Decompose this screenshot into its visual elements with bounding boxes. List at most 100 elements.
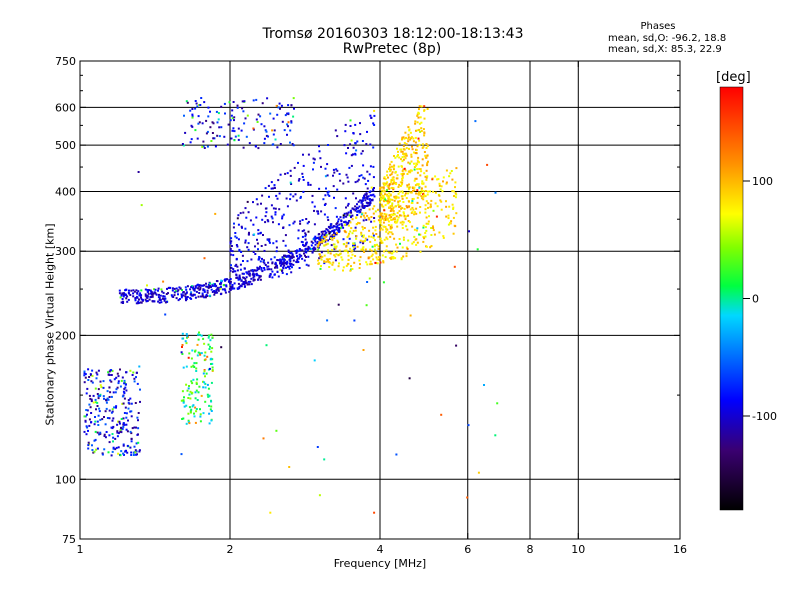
echo-point xyxy=(402,136,405,139)
echo-point xyxy=(124,383,127,386)
echo-point xyxy=(186,101,189,104)
echo-point xyxy=(351,218,354,221)
echo-point xyxy=(238,274,241,277)
echo-point xyxy=(439,188,442,191)
echo-point xyxy=(381,194,384,197)
echo-point xyxy=(121,427,124,430)
echo-point xyxy=(211,366,214,369)
echo-point xyxy=(393,199,396,202)
echo-point xyxy=(328,194,331,197)
echo-point xyxy=(104,410,107,413)
echo-point xyxy=(90,374,92,377)
echo-point xyxy=(424,156,427,159)
echo-point xyxy=(325,234,328,237)
echo-point xyxy=(296,249,298,252)
echo-point xyxy=(192,288,195,291)
echo-point xyxy=(205,285,208,288)
echo-point xyxy=(354,247,357,250)
echo-point xyxy=(355,197,357,200)
echo-point xyxy=(360,233,363,236)
echo-point xyxy=(450,170,453,172)
echo-point xyxy=(117,452,120,455)
echo-point xyxy=(87,444,90,447)
echo-point xyxy=(127,407,130,410)
echo-point xyxy=(281,120,284,123)
echo-point xyxy=(232,127,235,130)
echo-point xyxy=(123,453,125,456)
echo-point xyxy=(257,229,260,232)
echo-point xyxy=(282,262,285,265)
echo-point xyxy=(98,410,101,413)
echo-point xyxy=(205,294,208,296)
echo-point xyxy=(345,152,348,155)
echo-point xyxy=(120,379,123,382)
echo-point xyxy=(383,176,386,179)
echo-point xyxy=(190,124,193,127)
echo-point xyxy=(351,207,354,210)
echo-point xyxy=(358,175,361,178)
echo-point xyxy=(134,402,137,404)
echo-point xyxy=(350,268,352,271)
echo-point xyxy=(316,446,319,448)
echo-point xyxy=(220,346,223,349)
echo-point xyxy=(210,405,213,408)
echo-point xyxy=(333,230,335,233)
echo-point xyxy=(402,153,405,155)
echo-point xyxy=(365,304,368,307)
echo-point xyxy=(405,205,408,207)
echo-point xyxy=(110,411,113,414)
echo-point xyxy=(181,390,184,393)
echo-point xyxy=(326,319,329,322)
echo-point xyxy=(140,289,143,292)
echo-point xyxy=(135,450,138,453)
echo-point xyxy=(347,242,350,245)
echo-point xyxy=(118,422,121,425)
echo-point xyxy=(452,216,455,219)
echo-point xyxy=(291,256,294,259)
echo-points xyxy=(83,97,499,514)
echo-point xyxy=(96,405,99,407)
echo-point xyxy=(122,417,125,420)
echo-point xyxy=(438,194,441,197)
echo-point xyxy=(421,143,424,146)
echo-point xyxy=(440,208,443,211)
echo-point xyxy=(184,286,187,289)
echo-point xyxy=(375,233,378,235)
echo-point xyxy=(111,408,114,411)
echo-point xyxy=(370,249,373,252)
echo-point xyxy=(208,348,211,350)
echo-point xyxy=(254,245,256,248)
echo-point xyxy=(298,248,301,251)
echo-point xyxy=(354,152,357,155)
echo-point xyxy=(165,293,168,295)
echo-point xyxy=(396,211,399,214)
echo-point xyxy=(212,137,215,140)
echo-point xyxy=(196,343,199,346)
echo-point xyxy=(390,186,393,189)
echo-point xyxy=(386,189,388,192)
echo-point xyxy=(466,496,469,499)
echo-point xyxy=(335,223,338,226)
echo-point xyxy=(423,132,426,135)
echo-point xyxy=(124,289,127,292)
echo-point xyxy=(352,192,355,195)
echo-point xyxy=(129,397,132,400)
echo-point xyxy=(296,259,299,261)
echo-point xyxy=(382,215,385,218)
echo-point xyxy=(292,259,295,262)
echo-point xyxy=(389,193,392,196)
echo-point xyxy=(369,240,372,243)
echo-point xyxy=(241,107,244,110)
echo-point xyxy=(236,287,239,290)
echo-point xyxy=(126,444,129,447)
echo-point xyxy=(334,255,337,258)
echo-point xyxy=(195,290,198,293)
echo-point xyxy=(146,294,149,297)
echo-point xyxy=(233,139,236,142)
echo-point xyxy=(387,176,389,179)
echo-point xyxy=(279,264,282,267)
echo-point xyxy=(220,126,223,129)
echo-point xyxy=(358,211,361,214)
echo-point xyxy=(364,199,367,202)
echo-point xyxy=(405,246,408,249)
